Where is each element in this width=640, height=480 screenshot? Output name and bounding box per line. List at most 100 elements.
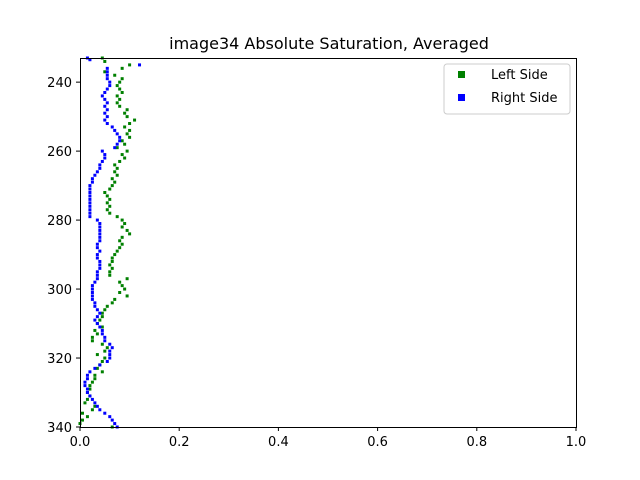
point-right-side-86 <box>108 353 112 357</box>
point-right-side-31 <box>98 163 102 167</box>
point-left-side-41 <box>108 197 112 201</box>
point-left-side-81 <box>90 335 94 339</box>
point-right-side-20 <box>110 125 114 129</box>
point-right-side-106 <box>113 422 117 426</box>
point-right-side-78 <box>98 325 102 329</box>
legend-marker-right-side <box>458 94 465 101</box>
point-left-side-10 <box>120 90 124 94</box>
point-right-side-15 <box>105 108 109 112</box>
point-left-side-32 <box>115 166 119 170</box>
point-right-side-72 <box>93 304 97 308</box>
point-right-side-17 <box>105 115 109 119</box>
y-tick-label-3: 300 <box>47 283 72 298</box>
point-left-side-46 <box>115 215 119 219</box>
point-right-side-63 <box>95 273 99 277</box>
point-left-side-30 <box>118 159 122 163</box>
point-left-side-73 <box>103 308 107 312</box>
point-left-side-50 <box>125 228 129 232</box>
point-left-side-28 <box>120 153 124 157</box>
point-right-side-44 <box>88 208 92 212</box>
point-left-side-87 <box>103 356 107 360</box>
point-left-side-35 <box>110 177 114 181</box>
point-right-side-25 <box>115 142 119 146</box>
point-right-side-33 <box>95 170 99 174</box>
y-tick-label-0: 240 <box>47 76 72 91</box>
point-right-side-95 <box>83 384 87 388</box>
point-left-side-57 <box>113 253 117 257</box>
point-left-side-80 <box>95 332 99 336</box>
point-left-side-8 <box>115 84 119 88</box>
point-left-side-96 <box>88 387 92 391</box>
point-left-side-38 <box>108 187 112 191</box>
point-right-side-60 <box>98 263 102 267</box>
y-tick-label-2: 280 <box>47 214 72 229</box>
point-left-side-65 <box>118 280 122 284</box>
point-right-side-100 <box>93 401 97 405</box>
point-right-side-55 <box>95 246 99 250</box>
point-right-side-101 <box>95 404 99 408</box>
point-right-side-49 <box>98 225 102 229</box>
point-right-side-57 <box>95 253 99 257</box>
point-left-side-85 <box>103 349 107 353</box>
legend-label-left-side: Left Side <box>491 68 548 83</box>
y-tick-label-1: 260 <box>47 145 72 160</box>
point-left-side-14 <box>118 104 122 108</box>
point-right-side-87 <box>108 356 112 360</box>
x-axis: 0.0 0.2 0.4 0.6 0.8 1.0 <box>70 427 586 450</box>
point-left-side-43 <box>108 204 112 208</box>
point-right-side-41 <box>88 197 92 201</box>
point-right-side-18 <box>103 118 107 122</box>
point-left-side-66 <box>120 284 124 288</box>
point-right-side-46 <box>88 215 92 219</box>
point-right-side-22 <box>115 132 119 136</box>
point-left-side-72 <box>105 304 109 308</box>
point-left-side-95 <box>88 384 92 388</box>
legend-box <box>443 63 571 115</box>
chart-title: image34 Absolute Saturation, Averaged <box>169 34 489 53</box>
point-right-side-64 <box>95 277 99 281</box>
point-left-side-91 <box>100 370 104 374</box>
point-left-side-11 <box>115 94 119 98</box>
point-left-side-53 <box>118 239 122 243</box>
point-left-side-5 <box>113 73 117 77</box>
point-right-side-24 <box>118 139 122 143</box>
point-left-side-31 <box>113 163 117 167</box>
point-left-side-105 <box>80 418 84 422</box>
point-right-side-59 <box>98 259 102 263</box>
point-right-side-50 <box>98 228 102 232</box>
point-right-side-77 <box>95 322 99 326</box>
legend: Left Side Right Side <box>443 63 571 115</box>
point-left-side-68 <box>118 291 122 294</box>
point-left-side-102 <box>90 408 94 412</box>
point-right-side-45 <box>88 211 92 215</box>
point-right-side-10 <box>103 90 107 94</box>
x-tick-label-4: 0.8 <box>466 435 487 450</box>
point-right-side-42 <box>88 201 92 205</box>
point-left-side-83 <box>100 342 104 346</box>
point-left-side-26 <box>115 146 119 150</box>
point-right-side-53 <box>98 239 102 243</box>
point-right-side-102 <box>98 408 102 412</box>
point-left-side-48 <box>123 222 127 226</box>
point-left-side-67 <box>123 287 127 291</box>
point-left-side-27 <box>125 149 129 153</box>
point-left-side-36 <box>113 180 117 184</box>
point-right-side-47 <box>95 218 99 222</box>
point-right-side-58 <box>95 256 99 260</box>
point-left-side-13 <box>115 101 119 105</box>
point-left-side-90 <box>95 366 99 370</box>
point-right-side-51 <box>98 232 102 236</box>
point-left-side-21 <box>128 128 132 132</box>
point-right-side-93 <box>85 377 89 381</box>
point-left-side-3 <box>120 66 124 70</box>
point-right-side-105 <box>110 418 114 422</box>
point-left-side-93 <box>93 377 97 381</box>
point-right-side-32 <box>98 166 102 170</box>
point-right-side-54 <box>95 242 99 246</box>
point-right-side-48 <box>98 222 102 226</box>
point-left-side-9 <box>118 87 122 91</box>
point-right-side-23 <box>118 135 122 139</box>
point-right-side-89 <box>98 363 102 367</box>
point-left-side-58 <box>110 256 114 260</box>
point-left-side-86 <box>95 353 99 357</box>
